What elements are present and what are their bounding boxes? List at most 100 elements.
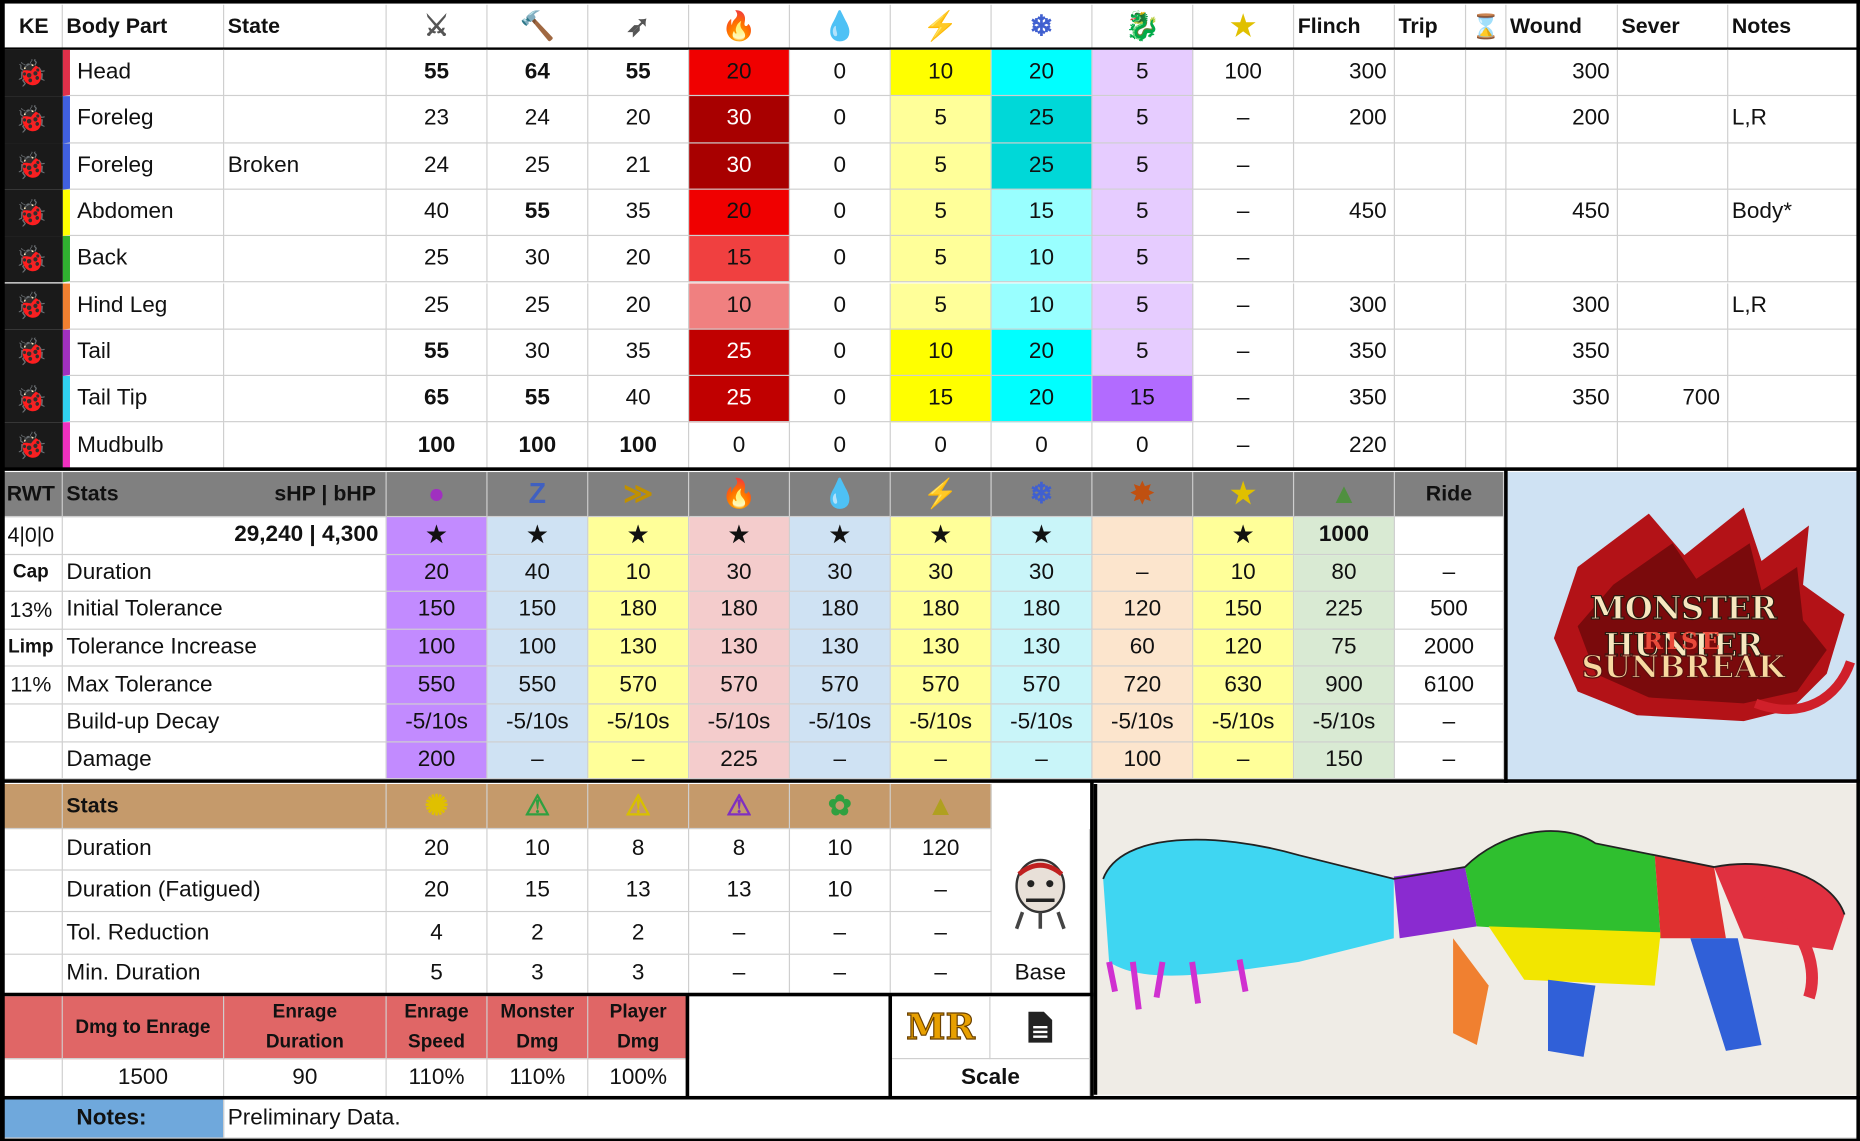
hitzone-value: 15 [1092, 376, 1194, 423]
hitzone-value: 0 [790, 282, 891, 330]
enrage-divider [685, 993, 690, 1099]
sever-icon: ⚔ [386, 4, 488, 49]
hitzone-value: 20 [689, 189, 791, 237]
hitzone-value: 5 [890, 236, 992, 283]
hitzone-value: 35 [588, 329, 690, 377]
pitfall-trap-icon: ⚠ [588, 784, 690, 830]
trap-value: – [689, 954, 791, 994]
map-divider [1090, 780, 1094, 1096]
monster-portrait [991, 829, 1091, 955]
status-value: 180 [890, 592, 992, 630]
hitzone-value: 0 [790, 96, 891, 144]
trap-value: 20 [386, 829, 488, 871]
hitzone-value: 25 [386, 282, 488, 330]
timer-cell [1466, 49, 1507, 97]
body-part-cell: Hind Leg [62, 282, 225, 330]
hitzone-value: 30 [487, 329, 589, 377]
status-value: 500 [1394, 592, 1505, 630]
status-value: 550 [386, 667, 488, 705]
status-star: ★ [588, 517, 690, 555]
body-part-cell: Tail Tip [62, 376, 225, 423]
status-value: 40 [487, 554, 589, 593]
hitzone-value: 0 [790, 422, 891, 470]
hitzone-value: 65 [386, 376, 488, 423]
timer-cell [1466, 236, 1507, 283]
logo-divider [1504, 469, 1508, 783]
hitzone-value: 0 [1092, 422, 1194, 470]
status-value: – [1193, 742, 1295, 780]
enrage-header: Player Dmg [588, 996, 690, 1060]
status-value: 130 [991, 629, 1093, 668]
status-value: 60 [1092, 629, 1194, 668]
status-star [1394, 517, 1505, 555]
status-value: 900 [1294, 667, 1395, 705]
hp-value: 29,240 | 4,300 [62, 517, 387, 555]
state-cell [224, 236, 387, 283]
status-star: ★ [991, 517, 1093, 555]
status-value: – [991, 742, 1093, 780]
hitzone-value: 35 [588, 189, 690, 237]
hitzone-value: 20 [588, 96, 690, 144]
flinch-cell: 220 [1294, 422, 1395, 470]
status-value: 630 [1193, 667, 1295, 705]
ice-icon: ❄ [991, 4, 1093, 49]
sever-header: Sever [1617, 4, 1729, 49]
hitzone-value: 30 [689, 143, 791, 190]
hitzone-value: 20 [689, 49, 791, 97]
trip-header: Trip [1394, 4, 1467, 49]
hitzone-value: 5 [1092, 96, 1194, 144]
wound-cell: 450 [1506, 189, 1618, 237]
scale-label: Scale [892, 1059, 1091, 1098]
hitzone-value: 55 [487, 189, 589, 237]
notes-cell [1728, 143, 1860, 190]
status-value: 80 [1294, 554, 1395, 593]
status-value: -5/10s [1193, 704, 1295, 743]
stats-header: Stats sHP | bHP [62, 472, 387, 518]
document-icon [990, 996, 1091, 1060]
state-cell [224, 376, 387, 423]
state-cell [224, 329, 387, 377]
trap-row-label: Duration (Fatigued) [62, 870, 387, 913]
state-cell [224, 282, 387, 330]
blunt-icon: 🔨 [487, 4, 589, 49]
trap-value: 2 [487, 912, 589, 955]
hitzone-value: 5 [1092, 143, 1194, 190]
status-row-label: Build-up Decay [62, 704, 387, 743]
sever-cell [1617, 329, 1729, 377]
trap-row-blank [0, 829, 63, 871]
sever-cell [1617, 143, 1729, 190]
ke-bug-icon: 🐞 [0, 376, 63, 423]
scale-divider [888, 993, 893, 1099]
hitzone-value: 21 [588, 143, 690, 190]
status-value: 120 [1193, 629, 1295, 668]
hitzone-value: 5 [1092, 49, 1194, 97]
status-value: -5/10s [1294, 704, 1395, 743]
status-value: 570 [588, 667, 690, 705]
hitzone-value: 0 [790, 143, 891, 190]
stun-icon: ★ [1193, 472, 1295, 518]
status-value: 20 [386, 554, 488, 593]
hitzone-value: 64 [487, 49, 589, 97]
hitzone-value: 25 [386, 236, 488, 283]
wound-header: Wound [1506, 4, 1618, 49]
notes-cell [1728, 376, 1860, 423]
trap-value: – [890, 912, 992, 955]
flinch-cell: 300 [1294, 49, 1395, 97]
blank-cell [689, 996, 890, 1098]
status-value: 225 [689, 742, 791, 780]
rwt-cell: 4|0|0 [0, 517, 63, 555]
flinch-header: Flinch [1294, 4, 1395, 49]
hitzone-value: 20 [991, 49, 1093, 97]
hitzone-value: 10 [991, 236, 1093, 283]
status-value: -5/10s [487, 704, 589, 743]
state-cell [224, 96, 387, 144]
mr-label: MR [906, 1006, 976, 1049]
enrage-header: Monster Dmg [487, 996, 589, 1060]
trap-value: – [890, 870, 992, 913]
trap-stats-header: Stats [62, 784, 387, 830]
paralysis-icon: ≫ [588, 472, 690, 518]
status-star [1092, 517, 1194, 555]
rwt-cell [0, 742, 63, 780]
hitzone-value: 25 [689, 376, 791, 423]
notes-cell [1728, 49, 1860, 97]
